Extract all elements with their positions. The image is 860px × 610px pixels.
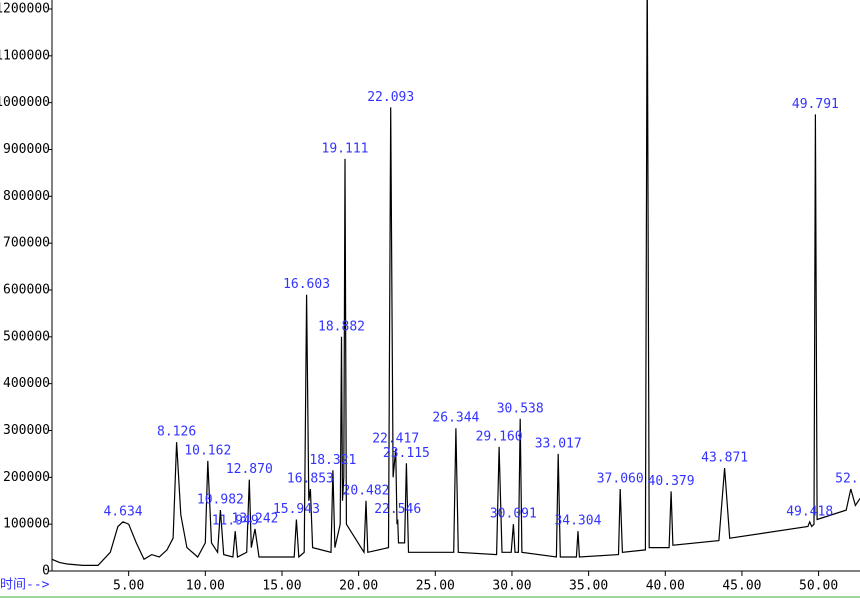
y-tick-label: 200000 xyxy=(3,470,50,485)
peak-label: 10.982 xyxy=(197,493,244,508)
y-tick-label: 600000 xyxy=(3,283,50,298)
peak-label: 43.871 xyxy=(701,450,748,465)
y-tick-label: 1200000 xyxy=(0,2,50,17)
y-tick-label: 300000 xyxy=(3,423,50,438)
peak-label: 16.853 xyxy=(287,472,334,487)
plot-area xyxy=(52,0,860,566)
peak-label: 10.162 xyxy=(184,443,231,458)
peak-label: 8.126 xyxy=(157,425,196,440)
x-tick-label: 15.00 xyxy=(262,579,301,594)
peak-label: 15.943 xyxy=(273,502,320,517)
peak-label: 40.379 xyxy=(648,474,695,489)
peak-label: 49.418 xyxy=(786,504,833,519)
y-tick-label: 1100000 xyxy=(0,48,50,63)
x-tick-label: 25.00 xyxy=(416,579,455,594)
peak-label: 20.482 xyxy=(343,483,390,498)
peak-label: 22.417 xyxy=(372,432,419,447)
peak-label: 11.949 xyxy=(212,514,259,529)
x-tick-label: 10.00 xyxy=(186,579,225,594)
peak-label: 29.160 xyxy=(476,429,523,444)
x-tick-label: 45.00 xyxy=(722,579,761,594)
peak-label: 26.344 xyxy=(432,411,479,426)
x-tick-label: 35.00 xyxy=(569,579,608,594)
peak-label: 13.242 xyxy=(232,511,279,526)
peak-label: 33.017 xyxy=(535,436,582,451)
peak-label: 12.870 xyxy=(226,462,273,477)
y-tick-label: 900000 xyxy=(3,142,50,157)
y-tick-label: 0 xyxy=(42,564,50,579)
peak-label: 23.115 xyxy=(383,446,430,461)
x-tick-label: 40.00 xyxy=(646,579,685,594)
peak-label: 18.882 xyxy=(318,319,365,334)
x-tick-label: 5.00 xyxy=(113,579,144,594)
peak-label: 4.634 xyxy=(103,504,142,519)
y-tick-label: 1000000 xyxy=(0,95,50,110)
peak-label: 18.321 xyxy=(309,453,356,468)
peak-label: 22.093 xyxy=(367,90,414,105)
peak-label: 34.304 xyxy=(554,514,601,529)
peak-label: 37.060 xyxy=(597,472,644,487)
peak-label: 52.1 xyxy=(835,472,860,487)
x-tick-label: 30.00 xyxy=(492,579,531,594)
peak-label: 30.538 xyxy=(497,401,544,416)
peak-label: 22.546 xyxy=(374,502,421,517)
y-tick-label: 400000 xyxy=(3,376,50,391)
y-tick-label: 800000 xyxy=(3,189,50,204)
peak-label: 19.111 xyxy=(322,141,369,156)
y-tick-label: 500000 xyxy=(3,329,50,344)
y-tick-label: 700000 xyxy=(3,236,50,251)
peak-label: 30.091 xyxy=(490,507,537,522)
peak-label: 49.791 xyxy=(792,97,839,112)
chromatogram-trace xyxy=(52,0,860,566)
x-tick-label: 20.00 xyxy=(339,579,378,594)
peak-label: 16.603 xyxy=(283,277,330,292)
y-tick-label: 100000 xyxy=(3,517,50,532)
x-axis-label: 时间--> xyxy=(0,578,50,593)
x-tick-label: 50.00 xyxy=(799,579,838,594)
